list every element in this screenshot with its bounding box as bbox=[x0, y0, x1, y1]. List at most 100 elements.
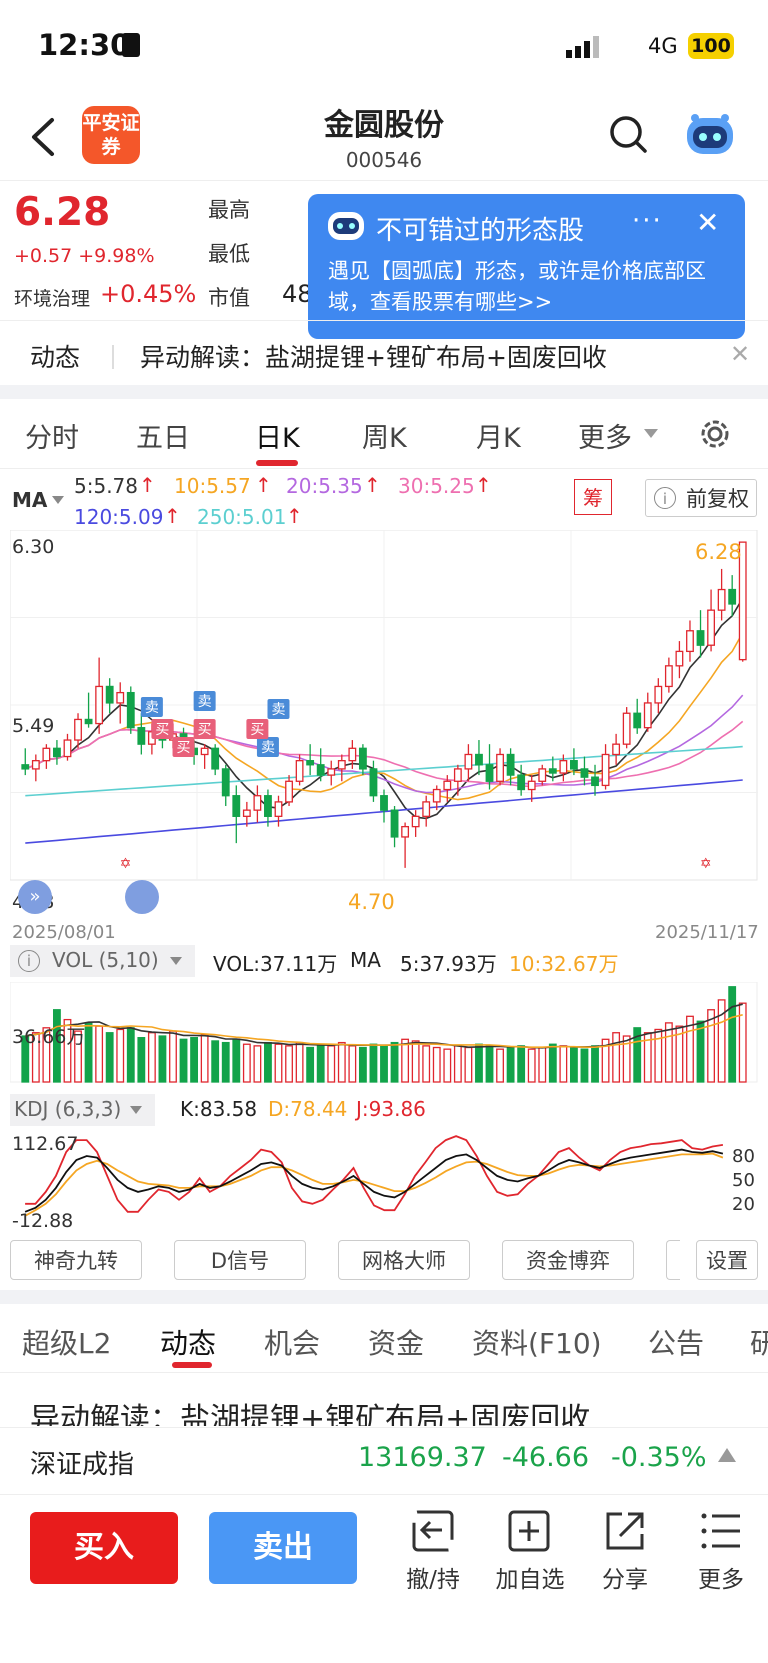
chevron-down-icon[interactable] bbox=[644, 429, 658, 438]
search-icon[interactable] bbox=[608, 114, 648, 154]
svg-text:买: 买 bbox=[198, 722, 212, 738]
more-tools-button[interactable] bbox=[666, 1240, 680, 1280]
volume-bar bbox=[517, 1045, 526, 1083]
volume-bar bbox=[580, 1048, 589, 1083]
adjust-mode-button[interactable]: i 前复权 bbox=[645, 479, 757, 517]
tab-intraday[interactable]: 分时 bbox=[25, 423, 79, 454]
add-watchlist-icon[interactable] bbox=[506, 1508, 552, 1554]
chip-distribution-button[interactable]: 筹 bbox=[574, 479, 612, 515]
tab-funds[interactable]: 资金 bbox=[368, 1327, 425, 1360]
candle bbox=[569, 760, 578, 770]
candle bbox=[285, 780, 293, 803]
ma5-value: 5:5.78 bbox=[74, 474, 138, 498]
up-arrow-icon: ↑ bbox=[139, 473, 156, 497]
magic-nine-button[interactable]: 神奇九转 bbox=[10, 1240, 142, 1280]
sector-name[interactable]: 环境治理 bbox=[14, 288, 91, 310]
tab-five-day[interactable]: 五日 bbox=[136, 423, 190, 454]
candle bbox=[506, 753, 515, 776]
d-signal-button[interactable]: D信号 bbox=[174, 1240, 306, 1280]
vol-value: VOL:37.11万 bbox=[213, 952, 338, 976]
ma250-value: 250:5.01 bbox=[197, 505, 287, 529]
kdj-selector[interactable]: KDJ (6,3,3) bbox=[10, 1094, 155, 1126]
volume-bar bbox=[21, 1035, 30, 1083]
fullscreen-icon[interactable] bbox=[125, 880, 159, 914]
tab-f10[interactable]: 资料(F10) bbox=[472, 1327, 602, 1360]
expand-icon[interactable]: » bbox=[18, 880, 52, 914]
capital-game-button[interactable]: 资金博弈 bbox=[502, 1240, 634, 1280]
close-icon[interactable]: ✕ bbox=[730, 340, 751, 368]
more-label[interactable]: 更多 bbox=[698, 1567, 744, 1593]
volume-bar bbox=[390, 1041, 399, 1083]
volume-bar bbox=[675, 1025, 684, 1083]
up-arrow-icon: ↑ bbox=[286, 504, 303, 528]
tab-news[interactable]: 动态 bbox=[160, 1327, 217, 1360]
candle bbox=[84, 718, 93, 725]
market-cap-value: 48 bbox=[282, 280, 313, 308]
vol-selector[interactable]: i VOL (5,10) bbox=[10, 945, 195, 977]
trade-mark-sell: 卖 bbox=[140, 697, 163, 717]
menu-icon[interactable] bbox=[698, 1508, 744, 1554]
robot-assistant-icon[interactable] bbox=[683, 112, 737, 158]
svg-text:卖: 卖 bbox=[145, 700, 159, 716]
sell-button[interactable]: 卖出 bbox=[209, 1512, 357, 1584]
add-watchlist-label[interactable]: 加自选 bbox=[495, 1567, 565, 1593]
index-ticker[interactable]: 深证成指 13169.37 -46.66 -0.35% bbox=[0, 1427, 768, 1495]
tab-daily-k[interactable]: 日K bbox=[255, 423, 300, 454]
volume-bar bbox=[84, 1022, 93, 1083]
settings-button[interactable]: 设置 bbox=[696, 1240, 758, 1280]
chevron-up-icon[interactable] bbox=[718, 1448, 736, 1462]
share-icon[interactable] bbox=[602, 1508, 648, 1554]
candle bbox=[126, 691, 135, 729]
candle bbox=[232, 795, 241, 817]
candle bbox=[211, 747, 220, 770]
more-icon[interactable]: ··· bbox=[632, 206, 663, 236]
cancel-hold-label[interactable]: 撤/持 bbox=[406, 1567, 460, 1593]
candle bbox=[358, 747, 367, 770]
volume-bar bbox=[42, 1027, 51, 1083]
y-axis-mid: 5.49 bbox=[12, 715, 55, 737]
volume-bar bbox=[686, 1015, 694, 1083]
volume-bar bbox=[696, 1020, 705, 1083]
buy-button[interactable]: 买入 bbox=[30, 1512, 178, 1584]
volume-bar bbox=[464, 1046, 473, 1083]
pattern-promo-popup[interactable]: 不可错过的形态股 ··· ✕ 遇见【圆弧底】形态，或许是价格底部区域，查看股票有… bbox=[308, 194, 745, 339]
tab-opportunity[interactable]: 机会 bbox=[264, 1327, 321, 1360]
candle bbox=[591, 776, 599, 787]
volume-bar bbox=[496, 1048, 504, 1083]
tab-announcements[interactable]: 公告 bbox=[648, 1327, 705, 1360]
news-headline[interactable]: 异动解读：盐湖提锂+锂矿布局+固废回收 bbox=[140, 343, 607, 372]
back-icon[interactable] bbox=[24, 112, 64, 162]
up-arrow-icon: ↑ bbox=[364, 473, 381, 497]
tab-monthly-k[interactable]: 月K bbox=[476, 423, 521, 454]
volume-bar bbox=[443, 1048, 452, 1083]
candle bbox=[517, 774, 526, 791]
candle bbox=[42, 747, 51, 762]
share-label[interactable]: 分享 bbox=[602, 1567, 648, 1593]
ma250-line bbox=[25, 745, 743, 797]
tab-weekly-k[interactable]: 周K bbox=[362, 423, 407, 454]
volume-bar bbox=[63, 1018, 72, 1083]
ma-selector[interactable]: MA bbox=[12, 488, 48, 512]
close-icon[interactable]: ✕ bbox=[696, 206, 720, 239]
grid-master-button[interactable]: 网格大师 bbox=[338, 1240, 470, 1280]
gear-icon[interactable] bbox=[697, 416, 733, 452]
volume-bar bbox=[190, 1037, 199, 1083]
status-time: 12:30 bbox=[38, 28, 131, 62]
svg-text:买: 买 bbox=[250, 722, 264, 738]
chevron-down-icon[interactable] bbox=[52, 496, 64, 504]
date-end: 2025/11/17 bbox=[655, 922, 759, 943]
tab-more[interactable]: 更多 bbox=[578, 423, 632, 454]
tab-super-l2[interactable]: 超级L2 bbox=[22, 1327, 112, 1360]
article-title[interactable]: 异动解读：盐湖提锂+锂矿布局+固废回收 bbox=[30, 1402, 591, 1426]
volume-bar bbox=[622, 1035, 631, 1083]
active-tab-indicator bbox=[256, 460, 298, 466]
candle bbox=[643, 702, 652, 729]
candle bbox=[464, 753, 473, 770]
cancel-hold-icon[interactable] bbox=[410, 1508, 456, 1554]
volume-bar bbox=[316, 1043, 325, 1083]
candle bbox=[53, 747, 61, 758]
tab-research[interactable]: 研 bbox=[750, 1327, 768, 1360]
sector-change: +0.45% bbox=[100, 280, 197, 308]
volume-bar bbox=[453, 1045, 462, 1083]
